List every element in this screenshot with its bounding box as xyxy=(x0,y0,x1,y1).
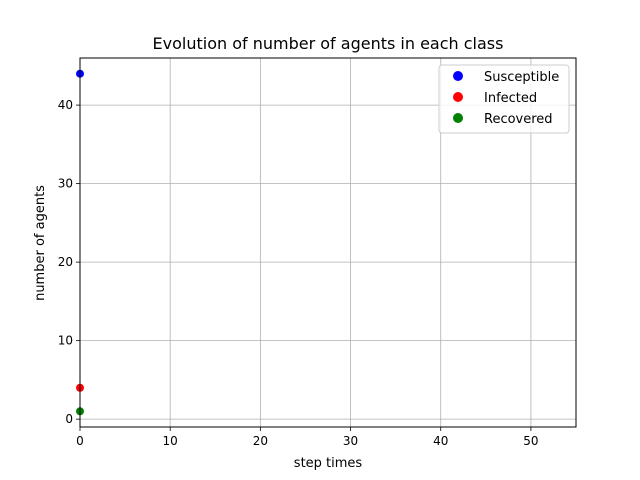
legend-label-recovered: Recovered xyxy=(484,112,553,127)
y-tick-label: 40 xyxy=(58,98,73,112)
x-tick-label: 50 xyxy=(523,434,538,448)
y-tick-label: 0 xyxy=(65,412,73,426)
legend-box xyxy=(438,64,570,134)
legend-label-infected: Infected xyxy=(484,91,537,106)
x-tick-label: 0 xyxy=(76,434,84,448)
x-tick-label: 20 xyxy=(253,434,268,448)
plot-frame xyxy=(79,57,577,428)
legend-marker-susceptible xyxy=(453,71,463,81)
x-tick-label: 40 xyxy=(433,434,448,448)
x-axis-label: step times xyxy=(294,456,363,471)
legend-marker-infected xyxy=(453,92,463,102)
legend-label-susceptible: Susceptible xyxy=(484,70,559,85)
x-tick-label: 30 xyxy=(343,434,358,448)
y-axis-ticks: 0 10 20 30 40 xyxy=(58,98,80,426)
x-axis-ticks: 0 10 20 30 40 50 xyxy=(76,427,539,448)
legend: Susceptible Infected Recovered xyxy=(438,64,570,134)
y-tick-label: 20 xyxy=(58,255,73,269)
y-axis-label: number of agents xyxy=(33,185,48,301)
chart-title: Evolution of number of agents in each cl… xyxy=(153,34,504,53)
y-tick-label: 30 xyxy=(58,177,73,191)
y-tick-label: 10 xyxy=(58,334,73,348)
x-tick-label: 10 xyxy=(163,434,178,448)
legend-marker-recovered xyxy=(453,113,463,123)
